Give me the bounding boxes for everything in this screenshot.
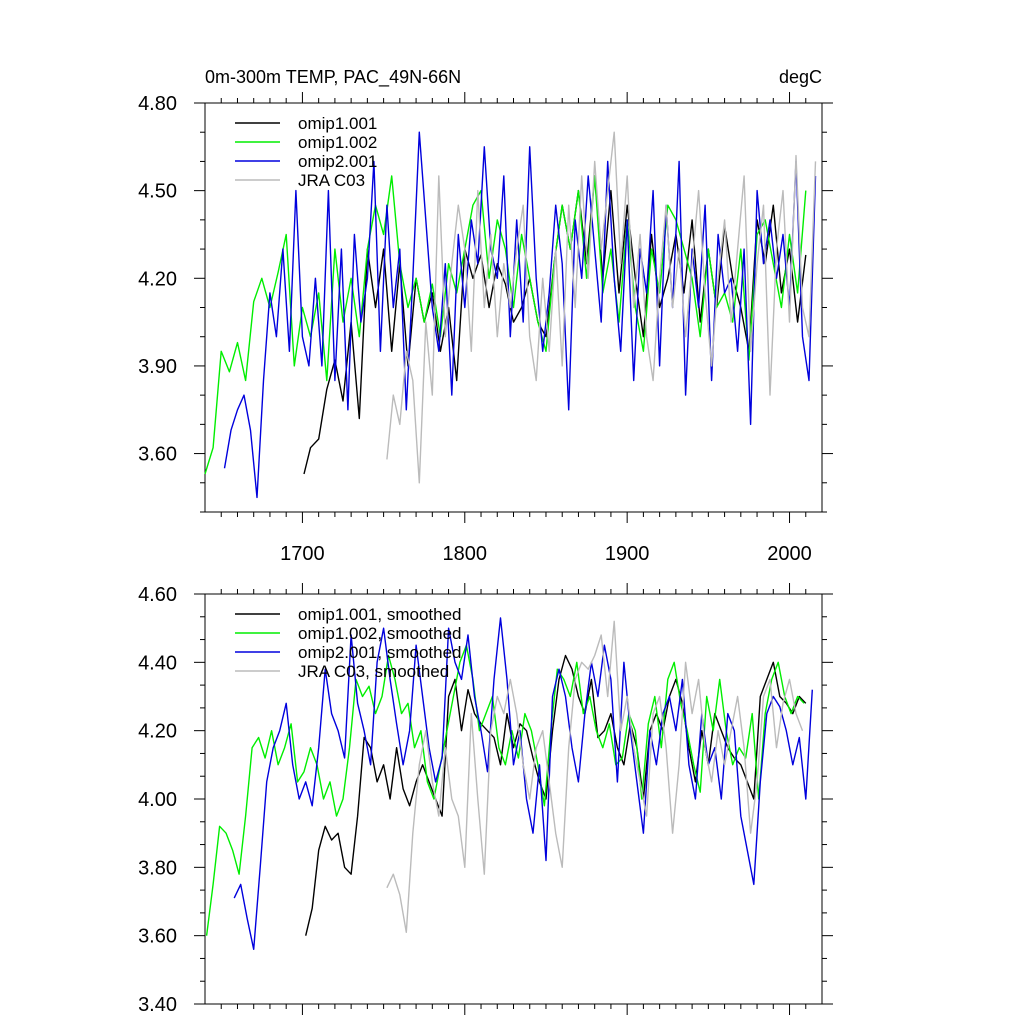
legend-label-top: omip2.001 xyxy=(298,152,377,171)
y-tick-label-bottom: 3.80 xyxy=(138,857,177,879)
y-tick-label-top: 3.60 xyxy=(138,444,177,466)
y-tick-label-bottom: 4.20 xyxy=(138,721,177,743)
series-line-bottom-omip1-002-smoothed xyxy=(205,644,805,936)
y-tick-label-bottom: 3.40 xyxy=(138,994,177,1016)
series-line-top-jra-c03 xyxy=(386,131,817,484)
chart-title: 0m-300m TEMP, PAC_49N-66N xyxy=(205,67,461,88)
x-tick-label-top: 2000 xyxy=(767,543,812,565)
legend-label-bottom: JRA C03, smoothed xyxy=(298,662,449,681)
legend-label-top: omip1.002 xyxy=(298,133,377,152)
series-line-top-omip1-002 xyxy=(204,175,807,475)
y-tick-label-bottom: 4.60 xyxy=(138,584,177,606)
y-tick-label-top: 4.50 xyxy=(138,181,177,203)
legend-label-bottom: omip1.001, smoothed xyxy=(298,605,462,624)
y-tick-label-bottom: 3.60 xyxy=(138,926,177,948)
x-tick-label-top: 1700 xyxy=(280,543,325,565)
series-line-bottom-omip1-001-smoothed xyxy=(305,654,807,936)
y-tick-label-top: 3.90 xyxy=(138,356,177,378)
legend-label-bottom: omip1.002, smoothed xyxy=(298,624,462,643)
series-line-bottom-jra-c03-smoothed xyxy=(386,620,804,933)
y-tick-label-top: 4.20 xyxy=(138,268,177,290)
y-tick-label-bottom: 4.00 xyxy=(138,789,177,811)
legend-label-top: JRA C03 xyxy=(298,171,365,190)
y-tick-label-top: 4.80 xyxy=(138,93,177,115)
y-tick-label-bottom: 4.40 xyxy=(138,652,177,674)
legend-label-top: omip1.001 xyxy=(298,114,377,133)
x-tick-label-top: 1900 xyxy=(605,543,650,565)
series-line-top-omip2-001 xyxy=(223,131,817,499)
chart-units-label: degC xyxy=(779,67,822,87)
x-tick-label-top: 1800 xyxy=(443,543,488,565)
legend-label-bottom: omip2.001, smoothed xyxy=(298,643,462,662)
